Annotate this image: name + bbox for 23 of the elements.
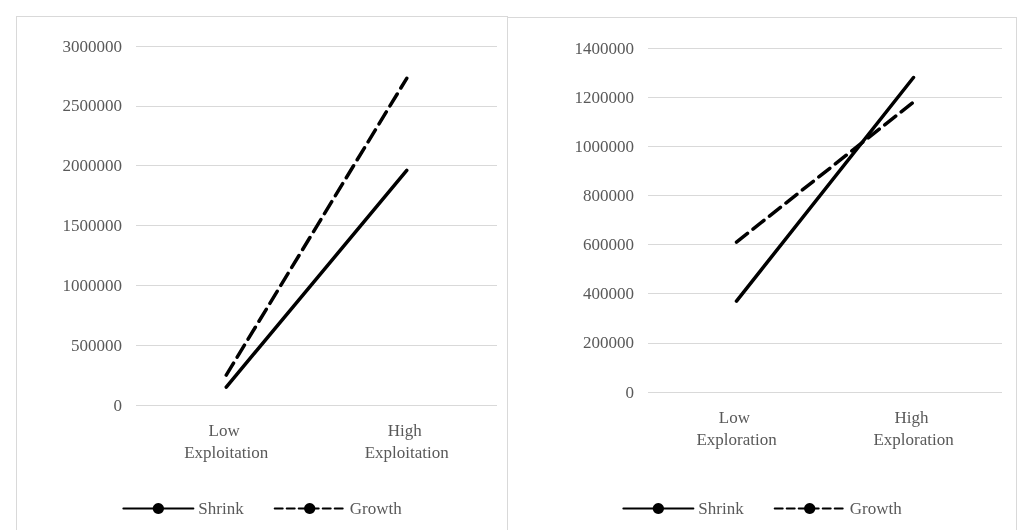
y-tick-label: 0 bbox=[625, 382, 634, 402]
legend-label: Growth bbox=[849, 499, 903, 518]
y-tick-label: 1000000 bbox=[62, 275, 122, 295]
y-tick-label: 200000 bbox=[583, 333, 634, 353]
x-tick-label: High Exploration bbox=[873, 407, 955, 449]
x-tick-label: Low Exploitation bbox=[184, 420, 269, 462]
y-tick-label: 1000000 bbox=[574, 136, 634, 156]
y-tick-label: 400000 bbox=[583, 284, 634, 304]
y-tick-label: 2000000 bbox=[62, 156, 122, 176]
x-tick-label: High Exploitation bbox=[364, 420, 450, 462]
y-tick-label: 3000000 bbox=[62, 36, 122, 56]
y-tick-label: 500000 bbox=[71, 335, 122, 355]
y-tick-label: 2500000 bbox=[62, 96, 122, 116]
legend-label: Growth bbox=[349, 499, 403, 518]
x-tick-label: Low Exploration bbox=[696, 407, 778, 449]
legend-label: Shrink bbox=[698, 499, 745, 518]
y-tick-label: 1500000 bbox=[62, 216, 122, 235]
y-tick-label: 800000 bbox=[583, 185, 634, 205]
legend-label: Shrink bbox=[198, 499, 245, 518]
y-tick-label: 1200000 bbox=[574, 87, 634, 107]
y-tick-label: 0 bbox=[113, 395, 122, 415]
y-tick-label: 1400000 bbox=[574, 38, 634, 58]
y-tick-label: 600000 bbox=[583, 235, 634, 255]
